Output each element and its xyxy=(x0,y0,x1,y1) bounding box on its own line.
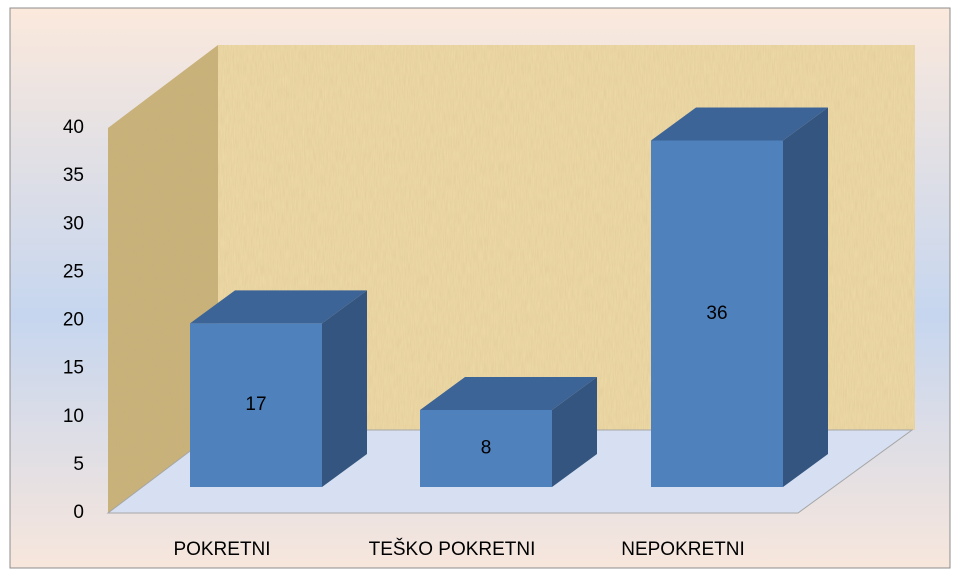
y-tick-label: 30 xyxy=(63,213,84,234)
y-tick-label: 5 xyxy=(73,454,84,475)
bar-side xyxy=(552,377,597,487)
y-tick-label: 35 xyxy=(63,165,84,186)
data-label: 17 xyxy=(245,394,266,415)
bar-front xyxy=(420,410,552,487)
bar-top xyxy=(651,107,828,141)
y-tick-label: 20 xyxy=(63,310,84,331)
y-tick-label: 15 xyxy=(63,358,84,379)
bar xyxy=(190,290,367,487)
y-tick-label: 10 xyxy=(63,406,84,427)
data-label: 36 xyxy=(706,303,727,324)
y-tick-label: 0 xyxy=(73,502,84,523)
x-tick-label: POKRETNI xyxy=(173,539,270,560)
bar-side xyxy=(783,107,828,487)
x-tick-label: TEŠKO POKRETNI xyxy=(369,538,536,560)
x-tick-label: NEPOKRETNI xyxy=(621,539,745,560)
y-tick-label: 25 xyxy=(63,261,84,282)
bar-front xyxy=(190,323,322,487)
bar-front xyxy=(651,140,783,487)
bar-top xyxy=(420,377,597,410)
bar xyxy=(651,107,828,487)
data-label: 8 xyxy=(481,438,492,459)
bar xyxy=(420,377,597,487)
bar-top xyxy=(190,290,367,324)
bar-side xyxy=(322,290,367,487)
y-tick-label: 40 xyxy=(63,117,84,138)
